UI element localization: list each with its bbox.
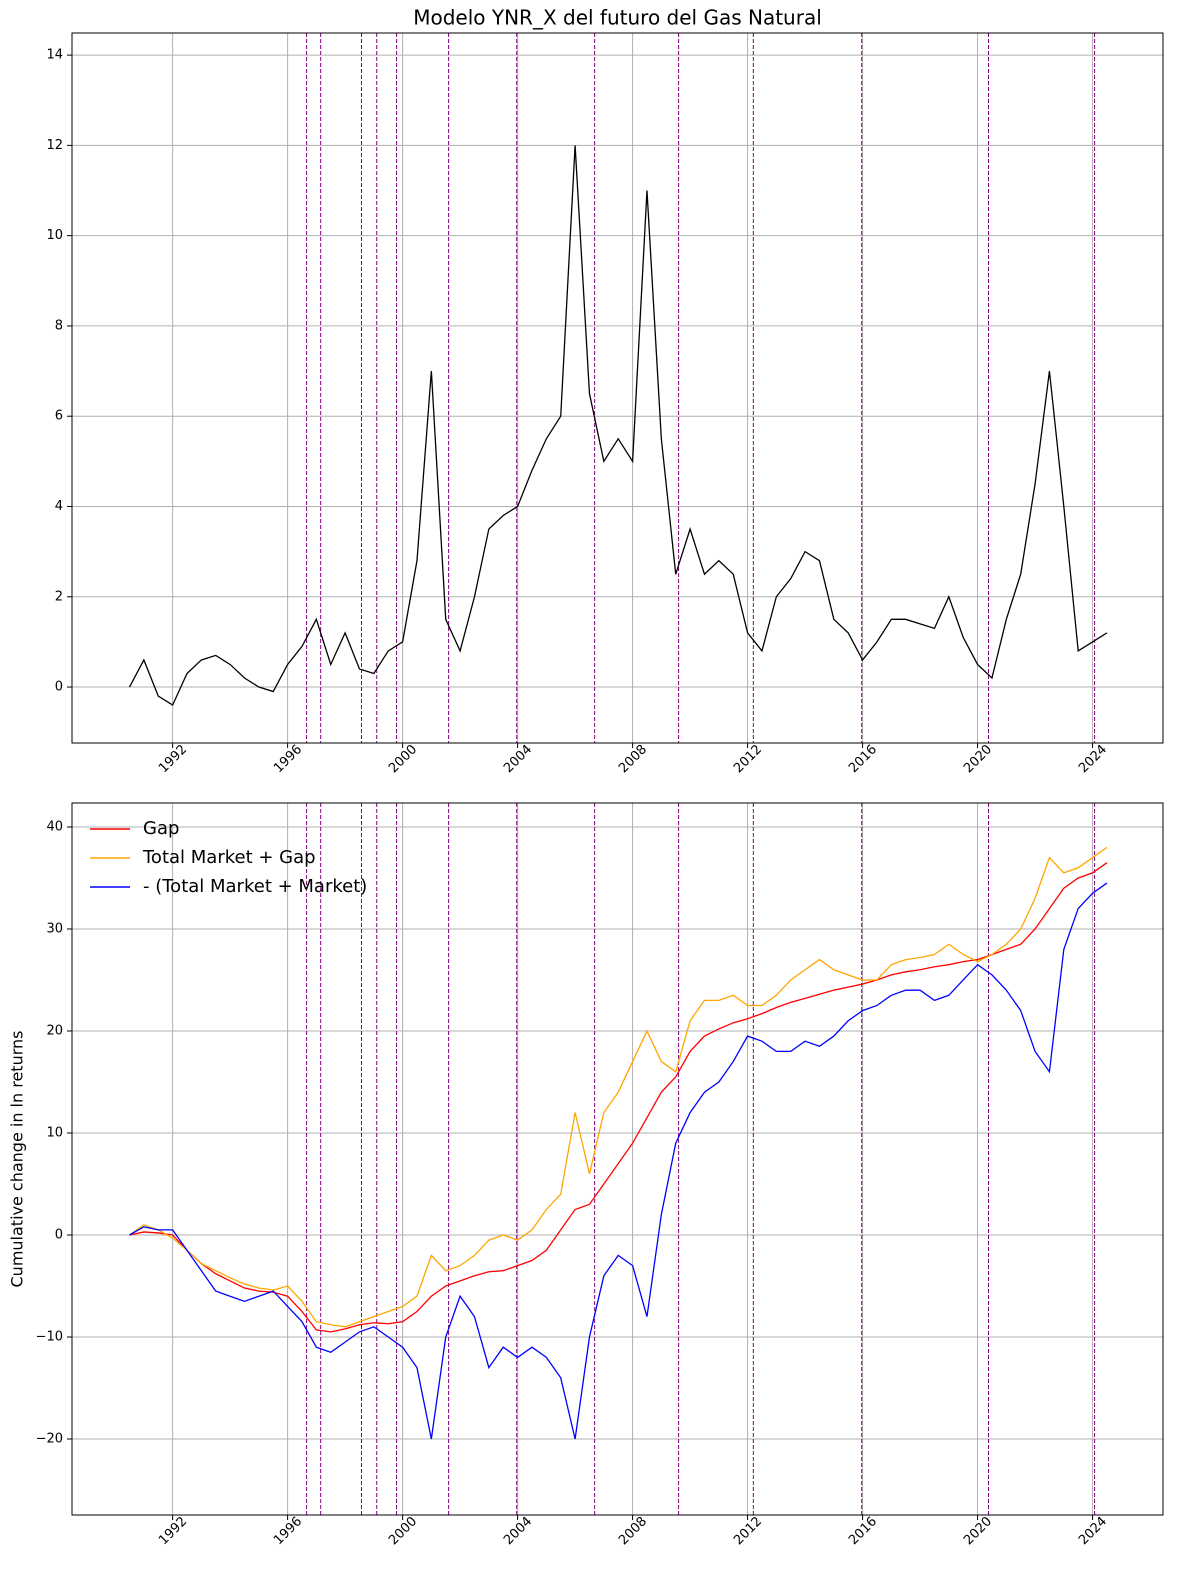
y-tick-label: −10 — [36, 1330, 63, 1345]
x-tick-label: 2024 — [1076, 1514, 1110, 1548]
x-tick-label: 2012 — [731, 1514, 765, 1548]
x-tick-label: 1992 — [156, 742, 190, 776]
y-tick-label: 6 — [55, 409, 63, 424]
series-line — [129, 882, 1108, 1440]
y-tick-label: 12 — [46, 138, 63, 153]
chart-title: Modelo YNR_X del futuro del Gas Natural — [413, 6, 822, 30]
y-tick-label: 0 — [55, 1227, 63, 1242]
y-tick-label: −20 — [36, 1432, 63, 1447]
y-tick-label: 30 — [46, 921, 63, 936]
legend-label: Gap — [143, 818, 179, 839]
x-tick-label: 2016 — [846, 1514, 880, 1548]
x-tick-label: 2024 — [1076, 742, 1110, 776]
x-tick-label: 2008 — [616, 742, 650, 776]
x-tick-label: 2012 — [731, 742, 765, 776]
x-tick-label: 2020 — [961, 1514, 995, 1548]
x-tick-label: 1992 — [156, 1514, 190, 1548]
y-tick-label: 10 — [46, 1125, 63, 1140]
x-tick-label: 1996 — [271, 742, 305, 776]
y-tick-label: 14 — [46, 48, 63, 63]
y-tick-label: 2 — [55, 589, 63, 604]
y-axis-label: Cumulative change in ln returns — [8, 1031, 27, 1288]
y-tick-label: 4 — [55, 499, 63, 514]
series-line — [128, 145, 1108, 707]
legend-label: Total Market + Gap — [142, 847, 316, 868]
series-line — [129, 862, 1108, 1333]
x-tick-label: 2016 — [846, 742, 880, 776]
y-tick-label: 0 — [55, 680, 63, 695]
y-tick-label: 40 — [46, 819, 63, 834]
y-tick-label: 10 — [46, 228, 63, 243]
axes-frame — [71, 32, 1164, 744]
x-tick-label: 2004 — [501, 742, 535, 776]
y-tick-label: 20 — [46, 1023, 63, 1038]
series-line — [129, 846, 1108, 1328]
x-tick-label: 2000 — [386, 1514, 420, 1548]
x-tick-label: 1996 — [271, 1514, 305, 1548]
x-tick-label: 2000 — [386, 742, 420, 776]
x-tick-label: 2020 — [961, 742, 995, 776]
axes-frame — [71, 802, 1164, 1516]
x-tick-label: 2004 — [501, 1514, 535, 1548]
legend-label: - (Total Market + Market) — [143, 876, 367, 897]
y-tick-label: 8 — [55, 318, 63, 333]
x-tick-label: 2008 — [616, 1514, 650, 1548]
